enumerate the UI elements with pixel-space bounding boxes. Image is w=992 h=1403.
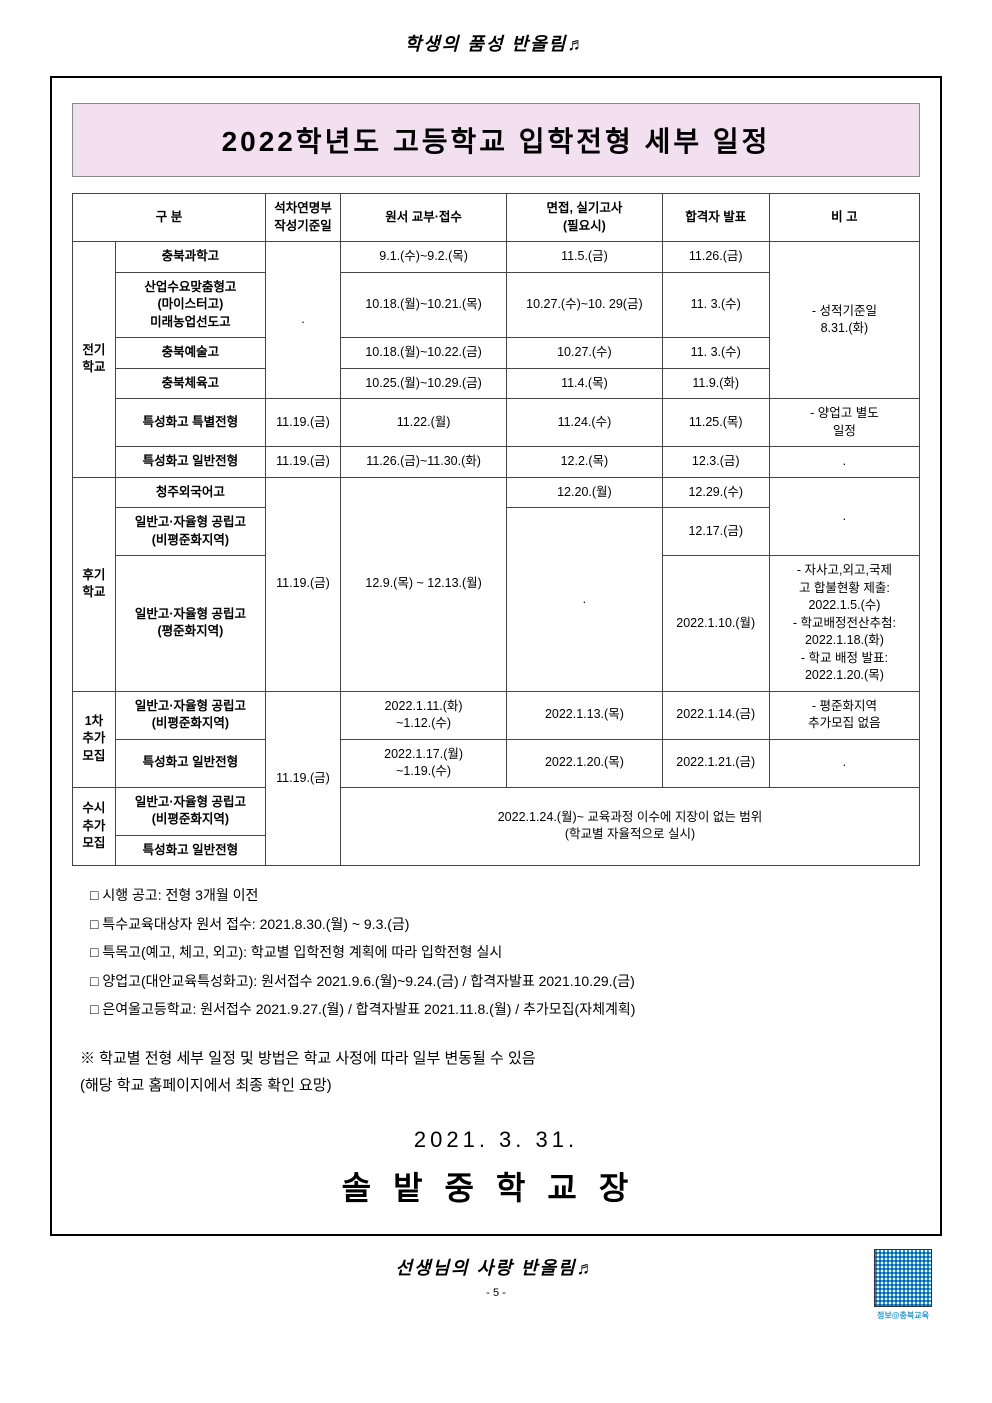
cell-merged-susi: 2022.1.24.(월)~ 교육과정 이수에 지장이 없는 범위 (학교별 자… [341, 787, 920, 866]
footnote-block: ※ 학교별 전형 세부 일정 및 방법은 학교 사정에 따라 일부 변동될 수 … [72, 1045, 920, 1099]
cell-app: 9.1.(수)~9.2.(목) [341, 242, 507, 273]
cell-type: 충북예술고 [115, 338, 265, 369]
footnote-line: ※ 학교별 전형 세부 일정 및 방법은 학교 사정에 따라 일부 변동될 수 … [80, 1045, 920, 1072]
cell-exam: 11.24.(수) [507, 399, 662, 447]
cell-type: 청주외국어고 [115, 477, 265, 508]
cell-app: 12.9.(목) ~ 12.13.(월) [341, 477, 507, 691]
cell-exam: 2022.1.13.(목) [507, 691, 662, 739]
table-row: 특성화고 특별전형 11.19.(금) 11.22.(월) 11.24.(수) … [73, 399, 920, 447]
cell-app: 10.18.(월)~10.21.(목) [341, 272, 507, 338]
cell-app: 11.26.(금)~11.30.(화) [341, 447, 507, 478]
cell-app: 11.22.(월) [341, 399, 507, 447]
cell-note: - 성적기준일 8.31.(화) [769, 242, 919, 399]
cell-note: . [769, 477, 919, 556]
table-row: 전기 학교 충북과학고 . 9.1.(수)~9.2.(목) 11.5.(금) 1… [73, 242, 920, 273]
footer-text: 선생님의 사랑 반올림♬ [395, 1258, 596, 1278]
note-line: □ 은여울고등학교: 원서접수 2021.9.27.(월) / 합격자발표 20… [90, 996, 920, 1023]
cell-type: 일반고·자율형 공립고 (비평준화지역) [115, 508, 265, 556]
cell-type: 충북과학고 [115, 242, 265, 273]
cell-type: 특성화고 일반전형 [115, 447, 265, 478]
cell-date: 11.19.(금) [265, 691, 340, 866]
cell-announce: 2022.1.14.(금) [662, 691, 769, 739]
cell-exam: 11.5.(금) [507, 242, 662, 273]
cell-announce: 11. 3.(수) [662, 272, 769, 338]
cell-announce: 11.26.(금) [662, 242, 769, 273]
cell-exam: 12.20.(월) [507, 477, 662, 508]
table-row: 후기 학교 청주외국어고 11.19.(금) 12.9.(목) ~ 12.13.… [73, 477, 920, 508]
cell-announce: 12.29.(수) [662, 477, 769, 508]
schedule-table: 구 분 석차연명부 작성기준일 원서 교부·접수 면접, 실기고사 (필요시) … [72, 193, 920, 866]
cell-type: 충북체육고 [115, 368, 265, 399]
cell-note: - 평준화지역 추가모집 없음 [769, 691, 919, 739]
group-hugi: 후기 학교 [73, 477, 116, 691]
th-announce: 합격자 발표 [662, 194, 769, 242]
header-decoration: 학생의 품성 반올림♬ [0, 30, 992, 56]
cell-type: 일반고·자율형 공립고 (평준화지역) [115, 556, 265, 692]
cell-app: 2022.1.17.(월) ~1.19.(수) [341, 739, 507, 787]
group-jeongi: 전기 학교 [73, 242, 116, 478]
page-number: - 5 - [486, 1287, 506, 1299]
cell-exam: 11.4.(목) [507, 368, 662, 399]
group-susi: 수시 추가 모집 [73, 787, 116, 866]
notes-block: □ 시행 공고: 전형 3개월 이전 □ 특수교육대상자 원서 접수: 2021… [72, 882, 920, 1023]
cell-announce: 12.3.(금) [662, 447, 769, 478]
cell-announce: 2022.1.10.(월) [662, 556, 769, 692]
th-exam: 면접, 실기고사 (필요시) [507, 194, 662, 242]
th-gubun: 구 분 [73, 194, 266, 242]
cell-exam: 10.27.(수)~10. 29(금) [507, 272, 662, 338]
cell-app: 10.18.(월)~10.22.(금) [341, 338, 507, 369]
note-line: □ 특목고(예고, 체고, 외고): 학교별 입학전형 계획에 따라 입학전형 … [90, 939, 920, 966]
cell-type: 일반고·자율형 공립고 (비평준화지역) [115, 691, 265, 739]
th-application: 원서 교부·접수 [341, 194, 507, 242]
signature: 솔밭중학교장 [72, 1163, 920, 1209]
cell-type: 일반고·자율형 공립고 (비평준화지역) [115, 787, 265, 835]
cell-announce: 11.25.(목) [662, 399, 769, 447]
document-date: 2021. 3. 31. [72, 1127, 920, 1153]
cell-type: 특성화고 특별전형 [115, 399, 265, 447]
cell-note: - 자사고,외고,국제 고 합불현황 제출: 2022.1.5.(수) - 학교… [769, 556, 919, 692]
cell-announce: 12.17.(금) [662, 508, 769, 556]
cell-note: - 양업고 별도 일정 [769, 399, 919, 447]
footnote-line: (해당 학교 홈페이지에서 최종 확인 요망) [80, 1072, 920, 1099]
cell-date: 11.19.(금) [265, 399, 340, 447]
cell-app: 2022.1.11.(화) ~1.12.(수) [341, 691, 507, 739]
table-row: 특성화고 일반전형 11.19.(금) 11.26.(금)~11.30.(화) … [73, 447, 920, 478]
table-row: 수시 추가 모집 일반고·자율형 공립고 (비평준화지역) 2022.1.24.… [73, 787, 920, 835]
cell-announce: 11. 3.(수) [662, 338, 769, 369]
cell-date: . [265, 242, 340, 399]
title-box: 2022학년도 고등학교 입학전형 세부 일정 [72, 103, 920, 177]
document-title: 2022학년도 고등학교 입학전형 세부 일정 [73, 120, 919, 160]
table-row: 1차 추가 모집 일반고·자율형 공립고 (비평준화지역) 11.19.(금) … [73, 691, 920, 739]
cell-date: 11.19.(금) [265, 477, 340, 691]
cell-date: 11.19.(금) [265, 447, 340, 478]
table-row: 특성화고 일반전형 2022.1.17.(월) ~1.19.(수) 2022.1… [73, 739, 920, 787]
qr-code-icon [874, 1249, 932, 1307]
th-date-std: 석차연명부 작성기준일 [265, 194, 340, 242]
table-header-row: 구 분 석차연명부 작성기준일 원서 교부·접수 면접, 실기고사 (필요시) … [73, 194, 920, 242]
cell-exam: 12.2.(목) [507, 447, 662, 478]
cell-note: . [769, 739, 919, 787]
note-line: □ 특수교육대상자 원서 접수: 2021.8.30.(월) ~ 9.3.(금) [90, 911, 920, 938]
document-frame: 2022학년도 고등학교 입학전형 세부 일정 구 분 석차연명부 작성기준일 … [50, 76, 942, 1236]
qr-label: 정보@충북교육 [874, 1310, 932, 1321]
th-note: 비 고 [769, 194, 919, 242]
footer-decoration: 선생님의 사랑 반올림♬ - 5 - 정보@충북교육 [0, 1254, 992, 1301]
note-line: □ 양업고(대안교육특성화고): 원서접수 2021.9.6.(월)~9.24.… [90, 968, 920, 995]
cell-announce: 11.9.(화) [662, 368, 769, 399]
cell-type: 특성화고 일반전형 [115, 835, 265, 866]
cell-type: 산업수요맞춤형고 (마이스터고) 미래농업선도고 [115, 272, 265, 338]
cell-app: 10.25.(월)~10.29.(금) [341, 368, 507, 399]
cell-exam: 2022.1.20.(목) [507, 739, 662, 787]
cell-exam: . [507, 508, 662, 692]
cell-note: . [769, 447, 919, 478]
cell-exam: 10.27.(수) [507, 338, 662, 369]
cell-type: 특성화고 일반전형 [115, 739, 265, 787]
cell-announce: 2022.1.21.(금) [662, 739, 769, 787]
group-chuga1: 1차 추가 모집 [73, 691, 116, 787]
note-line: □ 시행 공고: 전형 3개월 이전 [90, 882, 920, 909]
